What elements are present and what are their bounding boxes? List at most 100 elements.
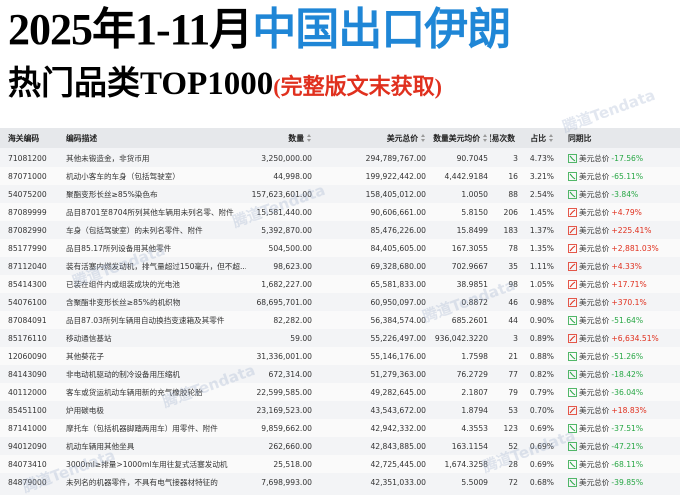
cell: 54076100: [8, 297, 47, 307]
cell: 16: [508, 171, 518, 181]
compare-value: -18.42%: [611, 369, 644, 379]
cell: 炉用碳电极: [66, 405, 104, 415]
compare-cell: 美元总价 +2,881.03%: [568, 239, 678, 257]
cell: 0.8872: [461, 297, 488, 307]
cell: 42,843,885.00: [370, 441, 426, 451]
compare-label: 美元总价: [579, 243, 610, 253]
header-label[interactable]: 占比: [530, 133, 546, 143]
cell: 90.7045: [456, 153, 488, 163]
cell: 2.1807: [461, 387, 488, 397]
cell: 0.68%: [529, 477, 554, 487]
cell: 5.8150: [461, 207, 488, 217]
cell: 3.21%: [529, 171, 554, 181]
cell: 59.00: [290, 333, 312, 343]
cell: 294,789,767.00: [365, 153, 426, 163]
cell: 5,392,870.00: [261, 225, 312, 235]
cell: 4.73%: [529, 153, 554, 163]
sort-icon[interactable]: [307, 134, 312, 142]
compare-label: 美元总价: [579, 225, 610, 235]
cell: 12060090: [8, 351, 47, 361]
compare-cell: 美元总价 -68.11%: [568, 455, 678, 473]
cell: 84143090: [8, 369, 47, 379]
cell: 品目85.17所列设备用其他零件: [66, 243, 172, 253]
compare-value: -17.56%: [611, 153, 644, 163]
cell: 85451100: [8, 405, 47, 415]
cell: 69,328,680.00: [370, 261, 426, 271]
compare-value: +370.1%: [611, 297, 647, 307]
header-cell: 海关编码: [8, 128, 64, 148]
header-cell: 同期比: [568, 128, 678, 148]
trend-icon: [568, 297, 577, 307]
compare-value: +18.83%: [611, 405, 647, 415]
compare-label: 美元总价: [579, 315, 610, 325]
table-row: 87084091 品目87.03所列车辆用自动换挡变速箱及其零件 82,282.00…: [0, 311, 680, 329]
cell: 1.0050: [461, 189, 488, 199]
compare-cell: 美元总价 -17.56%: [568, 149, 678, 167]
table-row: 84143090 非电动机驱动的制冷设备用压缩机 672,314.00 51,279,…: [0, 365, 680, 383]
cell: 品目87.03所列车辆用自动换挡变速箱及其零件: [66, 315, 225, 325]
compare-label: 美元总价: [579, 351, 610, 361]
table-row: 87071000 机动小客车的车身（包括驾驶室） 44,998.00 199,922,…: [0, 167, 680, 185]
sort-icon[interactable]: [549, 134, 554, 142]
cell: 0.90%: [529, 315, 554, 325]
table-row: 87082990 车身（包括驾驶室）的未列名零件、附件 5,392,870.00 85…: [0, 221, 680, 239]
compare-value: +4.33%: [611, 261, 642, 271]
cell: 60,950,097.00: [370, 297, 426, 307]
cell: 2.54%: [529, 189, 554, 199]
cell: 21: [508, 351, 518, 361]
cell: 3: [513, 153, 518, 163]
header-label[interactable]: 数量美元均价: [433, 133, 480, 143]
cell: 90,606,661.00: [370, 207, 426, 217]
cell: 1,674.3258: [444, 459, 488, 469]
cell: 72: [508, 477, 518, 487]
cell: 85177990: [8, 243, 47, 253]
cell: 1.35%: [529, 243, 554, 253]
trend-icon: [568, 387, 577, 397]
cell: 504,500.00: [268, 243, 312, 253]
cell: 68,695,701.00: [256, 297, 312, 307]
table-row: 54075200 聚酯变形长丝≥85%染色布 157,623,601.00 158,4…: [0, 185, 680, 203]
cell: 183: [503, 225, 519, 235]
sort-icon[interactable]: [483, 134, 488, 142]
cell: 28: [508, 459, 518, 469]
header-row: 海关编码 编码描述 数量 美元总价 数量美元均价贸易次数 占比 同期比: [0, 128, 680, 148]
compare-label: 美元总价: [579, 153, 610, 163]
compare-cell: 美元总价 -65.11%: [568, 167, 678, 185]
cell: 机动小客车的车身（包括驾驶室）: [66, 171, 180, 181]
cell: 163.1154: [451, 441, 488, 451]
cell: 5.5009: [461, 477, 488, 487]
cell: 77: [508, 369, 518, 379]
cell: 199,922,442.00: [365, 171, 426, 181]
cell: 3,250,000.00: [261, 153, 312, 163]
table-row: 85451100 炉用碳电极 23,169,523.00 43,543,672.00 1…: [0, 401, 680, 419]
table-row: 84073410 3000ml≥排量>1000ml车用往复式活塞发动机 25,518…: [0, 455, 680, 473]
cell: 装有活塞内燃发动机，排气量超过150毫升，但不超...: [66, 261, 246, 271]
cell: 54075200: [8, 189, 47, 199]
cell: 含聚酯非变形长丝≥85%的机织物: [66, 297, 181, 307]
header-label[interactable]: 数量: [288, 133, 304, 143]
cell: 38.9851: [456, 279, 488, 289]
trend-icon: [568, 207, 577, 217]
header-label: 海关编码: [8, 133, 40, 143]
cell: 53: [508, 405, 518, 415]
cell: 167.3055: [451, 243, 488, 253]
cell: 1.37%: [529, 225, 554, 235]
trend-icon: [568, 441, 577, 451]
header-label[interactable]: 美元总价: [386, 133, 418, 143]
compare-value: -51.26%: [611, 351, 644, 361]
table-row: 85176110 移动通信基站 59.00 55,226,497.00 936,042.…: [0, 329, 680, 347]
cell: 49,282,645.00: [370, 387, 426, 397]
table-row: 87141000 摩托车（包括机器脚踏两用车）用零件、附件 9,859,662.00…: [0, 419, 680, 437]
header-label[interactable]: 贸易次数: [490, 133, 515, 143]
cell: 35: [508, 261, 518, 271]
compare-label: 美元总价: [579, 297, 610, 307]
sort-icon[interactable]: [421, 134, 426, 142]
cell: 65,581,833.00: [370, 279, 426, 289]
cell: 51,279,363.00: [370, 369, 426, 379]
cell: 其他葵花子: [66, 351, 104, 361]
compare-cell: 美元总价 +225.41%: [568, 221, 678, 239]
subtitle-note: (完整版文末获取): [273, 74, 442, 99]
compare-value: -47.21%: [611, 441, 644, 451]
cell: 0.69%: [529, 441, 554, 451]
